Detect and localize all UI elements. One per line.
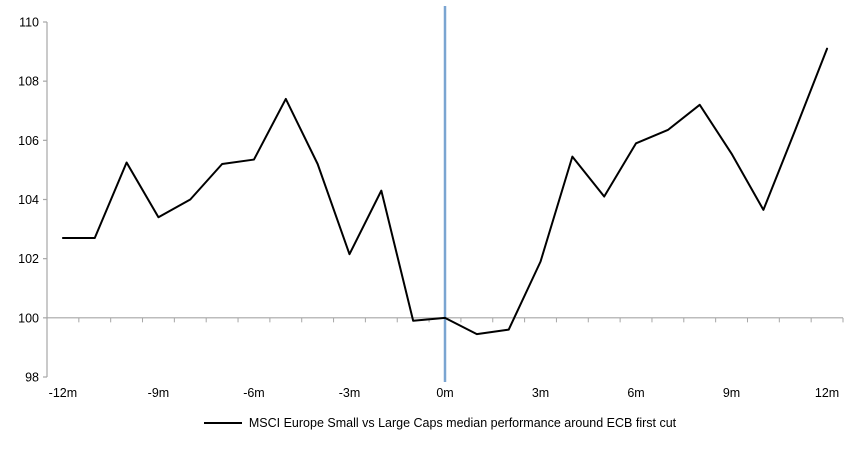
y-axis-tick-label: 98 xyxy=(25,371,39,385)
legend-label: MSCI Europe Small vs Large Caps median p… xyxy=(248,416,677,430)
x-axis-tick-label: -9m xyxy=(148,386,170,400)
y-axis-tick-label: 108 xyxy=(18,75,39,89)
x-axis-tick-label: 9m xyxy=(723,386,740,400)
x-axis-tick-label: 12m xyxy=(815,386,839,400)
x-axis-tick-label: -12m xyxy=(49,386,77,400)
x-axis-tick-label: 0m xyxy=(436,386,453,400)
legend-line-sample xyxy=(203,422,242,424)
x-axis-tick-label: 6m xyxy=(627,386,644,400)
y-axis-tick-label: 102 xyxy=(18,252,39,266)
y-axis-tick-label: 100 xyxy=(18,311,39,325)
legend: MSCI Europe Small vs Large Caps median p… xyxy=(14,416,852,430)
y-axis-tick-label: 110 xyxy=(19,16,39,30)
x-axis-tick-label: 3m xyxy=(532,386,549,400)
x-axis-tick-label: -6m xyxy=(243,386,265,400)
series-line-msci-small-vs-large xyxy=(61,47,829,336)
y-axis-tick-label: 104 xyxy=(18,193,39,207)
y-axis-tick-label: 106 xyxy=(18,134,39,148)
x-axis-tick-label: -3m xyxy=(339,386,361,400)
